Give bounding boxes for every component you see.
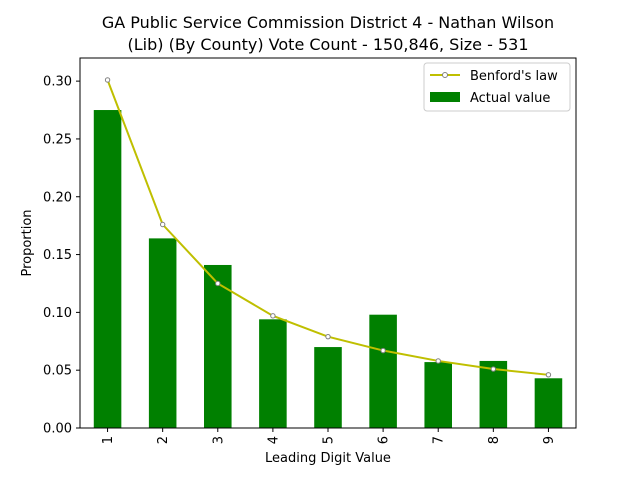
bar-digit-1 [93,110,122,428]
x-tick-label: 1 [101,436,116,444]
legend-label-benford: Benford's law [470,69,558,84]
y-tick-label: 0.20 [43,190,72,205]
legend-bar-swatch [430,92,460,102]
x-tick-label: 9 [542,436,557,444]
bar-digit-8 [479,360,508,428]
benford-point-digit-4 [270,313,276,319]
legend: Benford's law Actual value [423,62,571,112]
legend-line-marker [442,72,448,78]
x-tick-label: 8 [487,436,502,444]
y-tick-label: 0.30 [43,75,72,90]
x-axis-ticks: 1 2 3 4 5 6 7 8 9 [101,428,557,444]
y-tick-label: 0.05 [43,364,72,379]
benford-point-digit-8 [490,366,497,372]
bar-digit-7 [424,362,452,428]
legend-label-actual: Actual value [470,91,550,106]
chart-title-line-2: (Lib) (By County) Vote Count - 150,846, … [128,35,529,54]
benford-line-series [104,77,552,378]
bar-digit-6 [369,314,397,428]
y-axis-ticks: 0.00 0.05 0.10 0.15 0.20 0.25 0.30 [43,75,80,437]
chart-title-line-1: GA Public Service Commission District 4 … [102,13,554,32]
bar-digit-9 [534,378,563,428]
benford-point-digit-3 [215,280,221,287]
x-tick-label: 2 [156,436,171,444]
x-tick-label: 6 [377,436,392,444]
x-tick-label: 3 [211,436,226,444]
bar-digit-5 [314,347,342,428]
benford-point-digit-7 [435,358,441,364]
x-tick-label: 7 [432,436,447,444]
benford-point-digit-6 [380,347,386,354]
benford-point-digit-5 [325,333,331,340]
bar-digit-3 [204,264,232,428]
bar-digit-2 [148,238,177,428]
x-axis-label: Leading Digit Value [265,451,391,466]
benford-point-digit-1 [104,77,111,83]
y-tick-label: 0.15 [43,248,72,263]
y-tick-label: 0.10 [43,306,72,321]
y-tick-label: 0.25 [43,132,72,147]
legend-box [423,62,571,112]
bar-digit-4 [259,319,287,428]
x-tick-label: 4 [266,436,281,444]
bar-series [93,110,563,428]
x-tick-label: 5 [322,436,337,444]
y-axis-label: Proportion [20,209,35,276]
benford-point-digit-9 [545,372,552,378]
benford-point-digit-2 [159,221,166,228]
y-tick-label: 0.00 [43,422,72,437]
